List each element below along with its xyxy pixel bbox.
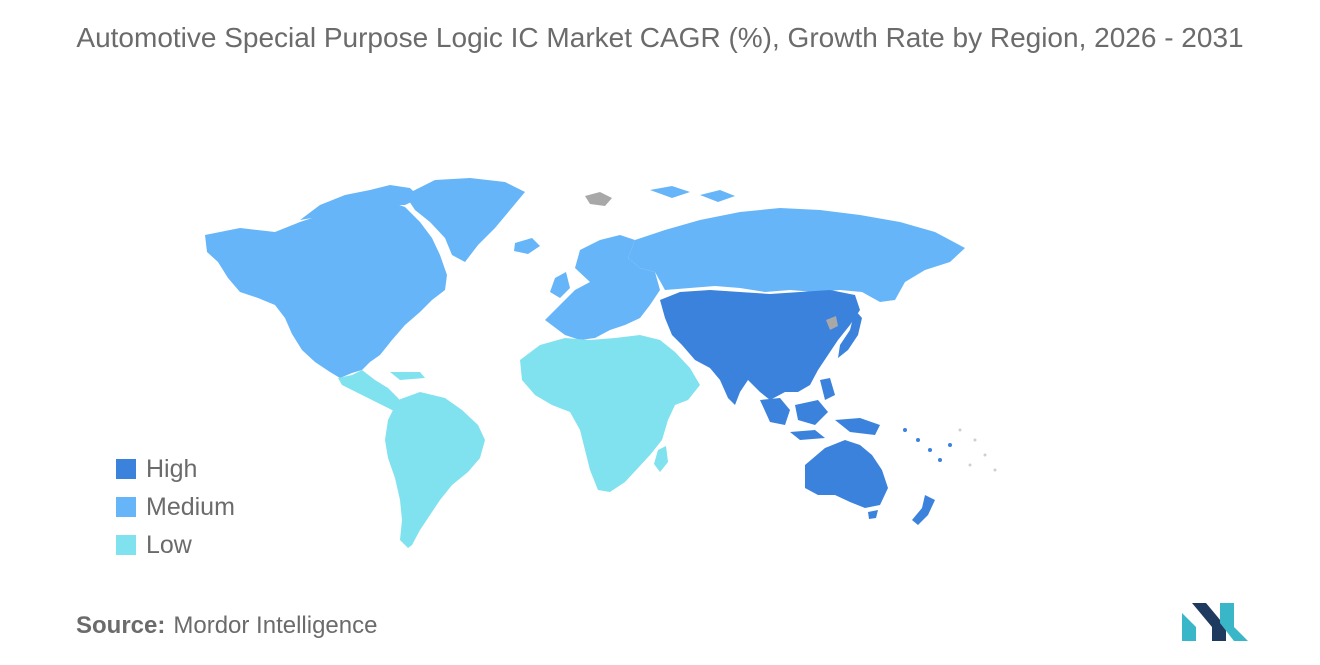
region-russia	[628, 208, 965, 302]
source-label: Source:	[76, 612, 166, 639]
legend-item-low: Low	[116, 526, 235, 564]
source-value: Mordor Intelligence	[173, 612, 378, 639]
region-pacific-no-data	[958, 428, 997, 472]
region-tasmania	[868, 510, 878, 519]
region-madagascar	[654, 446, 668, 472]
region-canada-arctic	[300, 185, 420, 220]
legend-swatch-high	[116, 459, 136, 479]
legend-label-medium: Medium	[146, 492, 235, 521]
legend-item-high: High	[116, 450, 235, 488]
region-asia-pacific	[660, 290, 860, 405]
legend-swatch-medium	[116, 497, 136, 517]
region-pacific-islands	[903, 428, 952, 462]
legend: High Medium Low	[116, 450, 235, 564]
region-north-korea	[826, 316, 838, 330]
legend-label-high: High	[146, 454, 198, 483]
logo-shape-left	[1182, 613, 1196, 641]
region-north-america	[205, 200, 447, 378]
legend-swatch-low	[116, 535, 136, 555]
region-greenland	[405, 178, 525, 262]
region-australia	[805, 440, 888, 508]
region-caribbean	[390, 372, 425, 380]
region-japan	[838, 310, 862, 358]
region-uk	[550, 272, 570, 298]
chart-title: Automotive Special Purpose Logic IC Mark…	[76, 22, 1244, 53]
source-caption: Source: Mordor Intelligence	[76, 612, 377, 640]
region-europe	[545, 235, 660, 340]
logo-shape-mid	[1192, 603, 1226, 641]
region-iceland	[514, 238, 540, 254]
legend-item-medium: Medium	[116, 488, 235, 526]
mordor-intelligence-logo	[1182, 603, 1248, 641]
region-southeast-asia	[760, 378, 880, 440]
region-new-zealand	[912, 495, 935, 525]
region-middle-east-africa	[520, 335, 700, 492]
region-central-america	[338, 370, 405, 412]
region-arctic-islands	[650, 186, 735, 202]
region-svalbard	[585, 192, 612, 206]
legend-label-low: Low	[146, 530, 192, 559]
region-south-america	[385, 392, 485, 548]
logo-shape-right	[1220, 603, 1248, 641]
